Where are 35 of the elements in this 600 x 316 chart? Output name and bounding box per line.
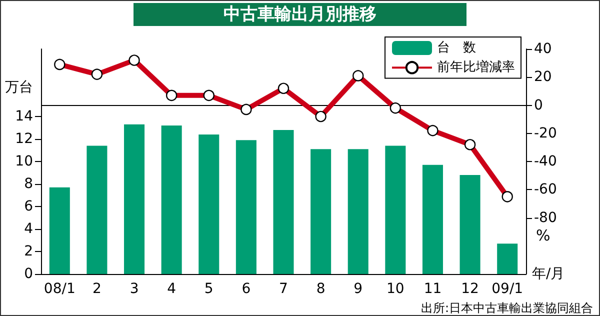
x-tick-label: 8 bbox=[316, 281, 326, 297]
y2-tick-label: -60 bbox=[534, 182, 557, 198]
x-tick-label: 08/1 bbox=[44, 281, 76, 297]
y-tick-label: 6 bbox=[24, 198, 34, 214]
x-tick-label: 2 bbox=[92, 281, 102, 297]
x-tick-label: 11 bbox=[424, 281, 442, 297]
x-tick-label: 09/1 bbox=[492, 281, 524, 297]
legend-label: 前年比増減率 bbox=[437, 59, 515, 76]
x-tick-label: 10 bbox=[386, 281, 404, 297]
y-tick-label: 12 bbox=[15, 131, 33, 147]
text: 出所:日本中古車輸出業協同組合 bbox=[420, 301, 594, 315]
y-tick-label: 4 bbox=[24, 221, 34, 237]
y-tick-label: 2 bbox=[24, 244, 33, 260]
x-tick-label: 7 bbox=[279, 281, 288, 297]
x-axis-title: 年/月 bbox=[532, 266, 565, 282]
y2-tick-label: -40 bbox=[534, 154, 557, 170]
x-tick-label: 9 bbox=[354, 281, 363, 297]
y-axis-title: 万台 bbox=[5, 80, 33, 96]
y2-tick-label: 0 bbox=[534, 97, 543, 114]
y2-axis-title: % bbox=[536, 226, 550, 244]
legend-label: 台 数 bbox=[437, 40, 476, 56]
y2-tick-label: -20 bbox=[534, 125, 557, 142]
x-tick-label: 4 bbox=[167, 281, 176, 297]
y-tick-label: 8 bbox=[24, 176, 33, 192]
y2-tick-label: 20 bbox=[534, 69, 552, 86]
y2-tick-label: 40 bbox=[534, 41, 552, 57]
y-tick-label: 0 bbox=[24, 266, 33, 282]
x-tick-label: 12 bbox=[461, 281, 479, 297]
y-tick-label: 14 bbox=[15, 108, 34, 124]
x-tick-label: 6 bbox=[242, 281, 251, 297]
chart-title: 中古車輸出月別推移 bbox=[224, 4, 376, 24]
x-tick-label: 3 bbox=[130, 281, 139, 297]
y-tick-label: 10 bbox=[15, 154, 33, 170]
x-tick-label: 5 bbox=[204, 281, 214, 297]
y2-tick-label: -80 bbox=[534, 210, 557, 226]
